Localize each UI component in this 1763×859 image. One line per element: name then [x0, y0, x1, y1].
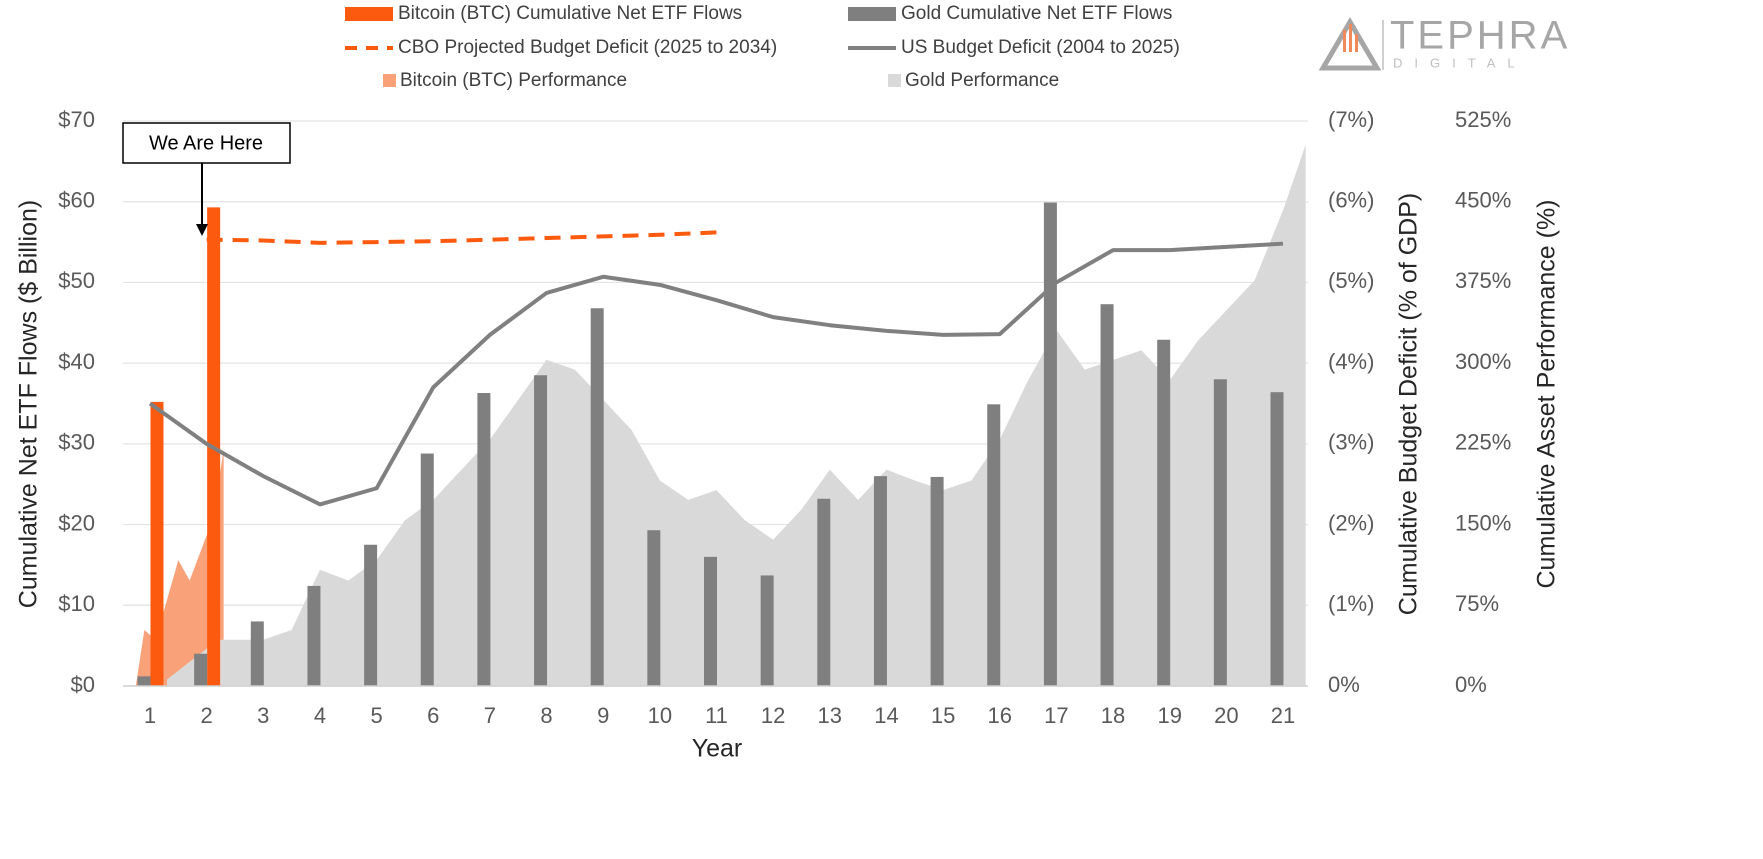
y-tick-label: $30 — [58, 430, 95, 455]
logo-mark — [1349, 24, 1352, 52]
logo-mark — [1318, 17, 1382, 71]
y-tick-label: $20 — [58, 510, 95, 535]
y3-tick-label: 0% — [1455, 672, 1487, 697]
y2-tick-label: (2%) — [1328, 510, 1374, 535]
bar — [873, 476, 887, 686]
x-tick-label: 3 — [257, 703, 269, 728]
bar — [1213, 379, 1227, 686]
y2-tick-label: (1%) — [1328, 591, 1374, 616]
bar — [647, 530, 661, 686]
x-tick-label: 20 — [1214, 703, 1238, 728]
x-tick-label: 16 — [988, 703, 1012, 728]
logo-tagline: DIGITAL — [1393, 55, 1527, 70]
y2-tick-label: (3%) — [1328, 430, 1374, 455]
x-tick-label: 17 — [1044, 703, 1068, 728]
bar — [987, 404, 1001, 686]
legend-label: Gold Performance — [905, 70, 1059, 91]
annotation-arrowhead — [196, 224, 208, 236]
y2-tick-label: (6%) — [1328, 188, 1374, 213]
area — [166, 144, 1306, 686]
bar — [590, 308, 604, 686]
x-tick-label: 6 — [427, 703, 439, 728]
y-tick-label: $40 — [58, 349, 95, 374]
legend-swatch — [383, 74, 396, 87]
y2-tick-label: (4%) — [1328, 349, 1374, 374]
y3-tick-label: 150% — [1455, 510, 1511, 535]
y2-tick-label: (5%) — [1328, 268, 1374, 293]
line — [206, 230, 717, 245]
y3-tick-label: 225% — [1455, 430, 1511, 455]
legend-label: CBO Projected Budget Deficit (2025 to 20… — [398, 37, 777, 58]
bar — [250, 621, 264, 686]
y3-tick-label: 75% — [1455, 591, 1499, 616]
bar — [307, 585, 321, 686]
logo: TEPHRA DIGITAL — [1318, 14, 1570, 71]
legend-label: Bitcoin (BTC) Performance — [400, 70, 627, 91]
y3-tick-label: 375% — [1455, 268, 1511, 293]
logo-mark — [1355, 34, 1358, 52]
bar — [1270, 392, 1284, 686]
x-tick-label: 12 — [761, 703, 785, 728]
legend-swatch — [345, 7, 393, 21]
bar — [760, 575, 774, 686]
y3-tick-label: 525% — [1455, 107, 1511, 132]
x-tick-label: 4 — [314, 703, 326, 728]
bar — [1157, 339, 1171, 686]
bar — [1043, 202, 1057, 686]
y-tick-label: $10 — [58, 591, 95, 616]
bar — [817, 498, 831, 686]
y3-tick-label: 300% — [1455, 349, 1511, 374]
line — [148, 241, 1284, 507]
y-tick-label: $50 — [58, 268, 95, 293]
legend-swatch — [888, 74, 901, 87]
y2-axis-title: Cumulative Budget Deficit (% of GDP) — [1395, 193, 1423, 615]
x-axis-title: Year — [692, 735, 743, 763]
y2-tick-label: (7%) — [1328, 107, 1374, 132]
bar — [364, 544, 378, 686]
x-tick-label: 14 — [874, 703, 898, 728]
x-tick-label: 11 — [705, 703, 728, 728]
x-tick-label: 19 — [1157, 703, 1181, 728]
x-tick-label: 21 — [1271, 703, 1295, 728]
area — [135, 450, 224, 686]
bar — [420, 453, 434, 686]
bar — [534, 375, 548, 686]
bar — [194, 653, 208, 686]
legend-label: Bitcoin (BTC) Cumulative Net ETF Flows — [398, 3, 742, 24]
x-tick-label: 7 — [484, 703, 496, 728]
y-tick-label: $60 — [58, 188, 95, 213]
y-tick-label: $0 — [71, 672, 95, 697]
annotation-box — [122, 122, 291, 164]
x-tick-label: 18 — [1101, 703, 1125, 728]
x-tick-label: 10 — [648, 703, 672, 728]
bar — [930, 476, 944, 686]
x-tick-label: 5 — [370, 703, 382, 728]
logo-mark — [1343, 30, 1346, 52]
legend-swatch — [848, 7, 896, 21]
annotation: We Are Here — [149, 132, 263, 154]
x-tick-label: 8 — [540, 703, 552, 728]
logo-name: TEPHRA — [1390, 14, 1570, 58]
bar — [150, 401, 164, 686]
y3-axis-title: Cumulative Asset Performance (%) — [1533, 199, 1561, 588]
x-tick-label: 15 — [931, 703, 955, 728]
y-axis-title: Cumulative Net ETF Flows ($ Billion) — [15, 200, 43, 608]
y3-tick-label: 450% — [1455, 188, 1511, 213]
bar — [704, 556, 717, 686]
x-tick-label: 13 — [818, 703, 842, 728]
x-tick-label: 9 — [597, 703, 609, 728]
bar — [137, 676, 151, 686]
y2-tick-label: 0% — [1328, 672, 1360, 697]
x-tick-label: 2 — [201, 703, 213, 728]
legend-label: US Budget Deficit (2004 to 2025) — [901, 37, 1180, 58]
bar — [477, 393, 491, 686]
y-tick-label: $70 — [58, 107, 95, 132]
legend-label: Gold Cumulative Net ETF Flows — [901, 3, 1172, 24]
bar — [1100, 304, 1114, 686]
x-tick-label: 1 — [144, 703, 156, 728]
